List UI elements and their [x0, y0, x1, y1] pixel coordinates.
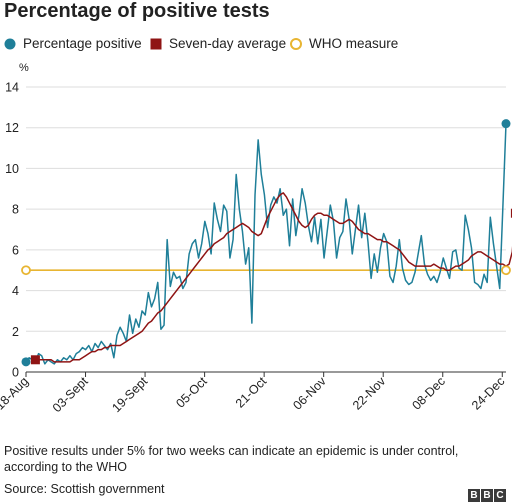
y-tick-label: 14 [5, 81, 19, 95]
y-tick-label: 12 [5, 121, 19, 135]
y-tick-label: 2 [12, 325, 19, 339]
who-measure-start-point [21, 265, 31, 276]
x-tick-label: 18-Aug [0, 374, 31, 412]
seven-day-average-end-point [510, 208, 512, 218]
legend-item-who-measure: WHO measure [288, 34, 408, 54]
x-tick-label: 19-Sept [109, 374, 150, 415]
bbc-logo-letter: B [481, 489, 493, 502]
x-tick-label: 22-Nov [350, 374, 389, 413]
y-axis-unit-label: % [19, 62, 29, 74]
x-tick-label: 08-Dec [409, 374, 447, 412]
percentage-positive-line [25, 123, 507, 365]
legend-marker-square-icon [150, 38, 162, 50]
x-tick-label: 05-Oct [173, 374, 210, 411]
percentage-positive-end-point [501, 119, 511, 129]
bbc-logo-letter: C [494, 489, 506, 502]
who-measure-end-point [501, 265, 511, 276]
legend-label: Seven-day average [169, 36, 287, 51]
chart-caption: Positive results under 5% for two weeks … [4, 444, 459, 474]
y-tick-label: 4 [12, 284, 19, 298]
percentage-positive-start-point [21, 357, 31, 367]
x-tick-label: 24-Dec [469, 374, 507, 412]
legend-marker-circle-icon [4, 38, 16, 50]
legend-marker-open-circle-icon [290, 38, 302, 50]
y-tick-label: 10 [5, 162, 19, 176]
x-tick-label: 21-Oct [233, 374, 270, 411]
line-chart: 0 2 4 6 8 10 12 14% 18-Aug 03-Sept 19-Sept 05-Oct 21… [0, 62, 512, 415]
y-tick-label: 0 [12, 366, 19, 380]
y-tick-label: 8 [12, 203, 19, 217]
legend-item-seven-day-average: Seven-day average [148, 34, 288, 54]
legend-label: Percentage positive [23, 36, 142, 51]
chart-title: Percentage of positive tests [4, 0, 270, 22]
legend-label: WHO measure [309, 36, 399, 51]
source-note: Source: Scottish government [4, 482, 165, 496]
legend-item-percentage-positive: Percentage positive [2, 34, 142, 54]
seven-day-average-line [35, 192, 512, 363]
x-tick-label: 06-Nov [290, 374, 329, 413]
bbc-logo-letter: B [468, 489, 480, 502]
x-tick-label: 03-Sept [50, 374, 91, 415]
seven-day-average-start-point [30, 355, 40, 365]
y-tick-label: 6 [12, 243, 19, 257]
